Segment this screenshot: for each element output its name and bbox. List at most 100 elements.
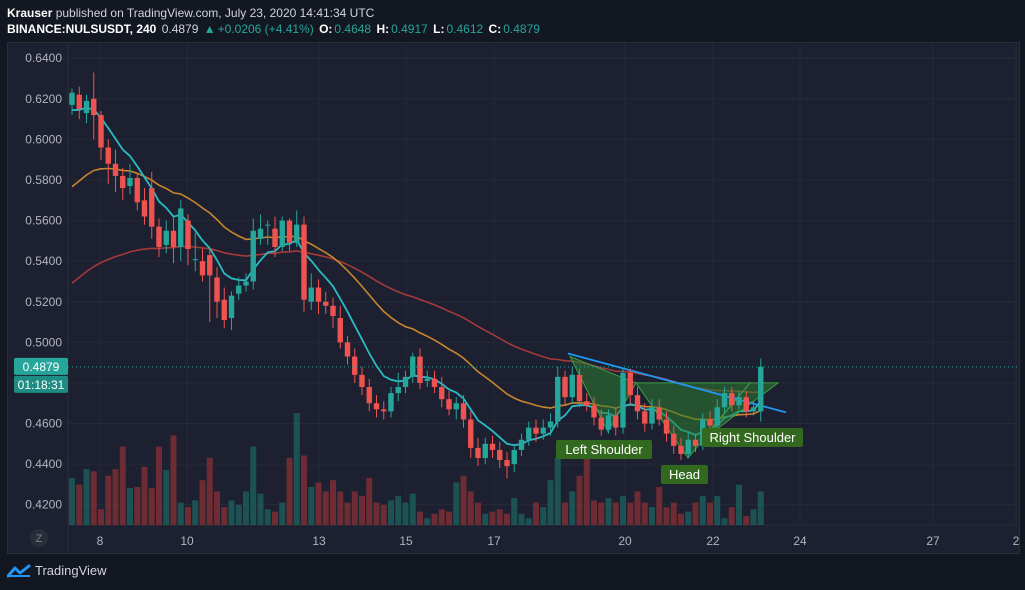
candle-body xyxy=(207,255,213,276)
volume-bar xyxy=(750,509,757,525)
candle-body xyxy=(141,200,148,217)
candle-body xyxy=(366,386,372,404)
candle-body xyxy=(308,287,314,302)
neckline-line xyxy=(567,352,787,414)
close-label: C: xyxy=(488,22,502,36)
candle-body xyxy=(163,230,169,245)
candle-body xyxy=(504,460,510,467)
volume-bar xyxy=(482,513,489,525)
y-tick-label: 0.5200 xyxy=(25,295,62,309)
volume-bar xyxy=(438,509,445,525)
volume-bar xyxy=(424,518,431,525)
volume-bar xyxy=(337,491,344,525)
volume-bar xyxy=(453,482,460,525)
footer: TradingView xyxy=(7,563,107,578)
candle-body xyxy=(185,220,191,249)
candle-body xyxy=(511,449,517,465)
candle-body xyxy=(584,401,590,406)
candle-body xyxy=(344,342,351,357)
volume-bar xyxy=(649,507,655,525)
candle-body xyxy=(134,177,140,203)
candle-body xyxy=(243,281,249,286)
volume-bar xyxy=(569,491,576,525)
candle-body xyxy=(555,376,561,422)
candle-body xyxy=(446,399,452,410)
candle-body xyxy=(540,427,546,434)
candle-body xyxy=(678,445,684,454)
ma-slow-line xyxy=(71,245,761,394)
volume-bar xyxy=(728,507,735,525)
publish-line: Krauser published on TradingView.com, Ju… xyxy=(7,5,542,21)
volume-bar xyxy=(678,513,684,525)
y-tick-label: 0.6200 xyxy=(25,92,62,106)
y-tick-label: 0.4200 xyxy=(25,498,62,512)
volume-bar xyxy=(69,477,75,525)
volume-bar xyxy=(518,513,525,525)
candle-body xyxy=(439,386,445,400)
candle-body xyxy=(663,419,670,434)
candle-body xyxy=(714,407,720,426)
volume-bar xyxy=(511,498,518,525)
volume-bar xyxy=(199,480,206,525)
volume-bar xyxy=(286,457,293,525)
candle-body xyxy=(170,230,177,247)
x-tick-label: 27 xyxy=(926,534,940,548)
candle-body xyxy=(120,175,126,189)
volume-bar xyxy=(293,413,300,525)
up-triangle-icon: ▲ xyxy=(203,22,216,36)
candle-body xyxy=(736,397,742,406)
brand-name[interactable]: TradingView xyxy=(35,563,107,578)
symbol-label[interactable]: BINANCE:NULSUSDT, 240 xyxy=(7,22,157,36)
volume-bar xyxy=(576,475,583,525)
volume-bar xyxy=(322,491,329,525)
last-price: 0.4879 xyxy=(161,22,199,36)
candle-body xyxy=(91,98,97,116)
volume-bar xyxy=(257,493,264,525)
pattern-label-left-shoulder-bg xyxy=(556,440,652,459)
volume-bar xyxy=(279,502,286,525)
candle-body xyxy=(315,287,322,302)
candle-body xyxy=(69,92,75,105)
candle-body xyxy=(656,407,662,420)
candle-body xyxy=(301,224,307,300)
volume-bar xyxy=(134,486,141,525)
volume-bar xyxy=(409,493,416,525)
volume-bar xyxy=(366,477,373,525)
candle-body xyxy=(221,299,227,321)
candle-body xyxy=(156,226,162,247)
zoom-reset-icon xyxy=(30,529,48,547)
volume-bar xyxy=(359,495,365,525)
volume-bar xyxy=(163,470,170,525)
volume-bar xyxy=(504,513,510,525)
volume-bar xyxy=(76,484,83,525)
author-name[interactable]: Krauser xyxy=(7,6,53,20)
volume-bar xyxy=(620,495,626,525)
volume-bar xyxy=(83,469,90,525)
candle-body xyxy=(605,415,612,430)
volume-bar xyxy=(489,511,496,525)
volume-bar xyxy=(685,511,692,525)
ohlc-line: BINANCE:NULSUSDT, 240 0.4879 ▲ +0.0206 (+… xyxy=(7,21,542,37)
candle-body xyxy=(562,376,568,398)
x-tick-label: 2 xyxy=(1013,534,1020,548)
volume-bar xyxy=(156,446,162,525)
volume-bar xyxy=(467,491,474,525)
volume-bar xyxy=(177,502,184,525)
x-tick-label: 10 xyxy=(180,534,194,548)
candle-body xyxy=(721,393,728,408)
volume-bar xyxy=(757,491,764,525)
candle-body xyxy=(294,224,300,243)
volume-bar xyxy=(736,484,742,525)
candle-body xyxy=(489,443,496,450)
candle-body xyxy=(286,220,293,243)
volume-bar xyxy=(743,516,750,525)
candle-body xyxy=(395,386,401,394)
volume-bar xyxy=(395,495,402,525)
candle-body xyxy=(482,443,488,459)
y-tick-label: 0.6400 xyxy=(25,51,62,65)
candle-body xyxy=(460,403,467,420)
volume-bar xyxy=(605,498,612,525)
candle-body xyxy=(591,405,597,418)
candle-body xyxy=(634,395,641,412)
